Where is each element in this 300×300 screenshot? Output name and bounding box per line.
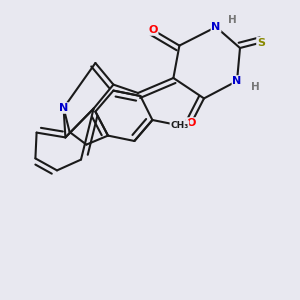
Text: H: H <box>228 15 237 26</box>
Text: H: H <box>250 82 260 92</box>
Text: CH₃: CH₃ <box>170 121 188 130</box>
Text: O: O <box>187 118 196 128</box>
Text: O: O <box>148 25 158 35</box>
Text: S: S <box>257 38 265 48</box>
Text: N: N <box>59 103 68 113</box>
Text: N: N <box>232 76 242 86</box>
Text: N: N <box>212 22 220 32</box>
